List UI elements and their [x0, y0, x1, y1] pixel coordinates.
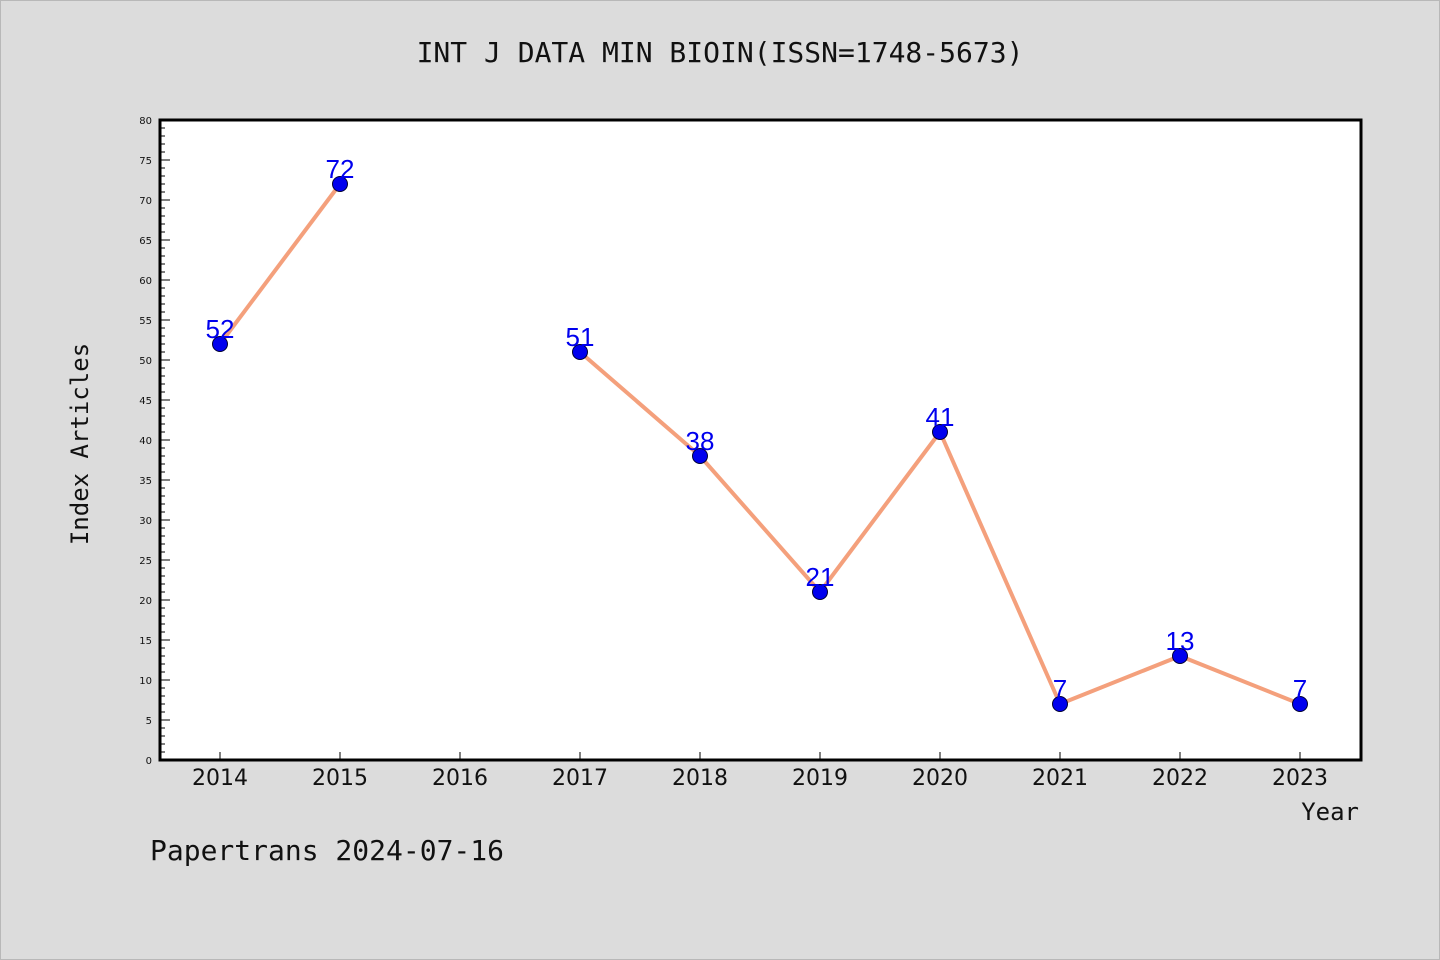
- data-label: 51: [566, 322, 595, 352]
- x-tick-label: 2023: [1272, 766, 1328, 791]
- data-point: [332, 176, 348, 192]
- data-label: 7: [1293, 674, 1307, 704]
- x-tick-label: 2015: [312, 766, 368, 791]
- y-tick-label: 30: [139, 516, 152, 527]
- plot-area: [158, 118, 1363, 762]
- y-tick-label: 0: [146, 756, 152, 767]
- y-tick-label: 45: [139, 396, 152, 407]
- x-tick-label: 2021: [1032, 766, 1088, 791]
- y-tick-label: 5: [146, 716, 152, 727]
- x-tick-label: 2018: [672, 766, 728, 791]
- x-tick-label: 2019: [792, 766, 848, 791]
- x-tick-label: 2017: [552, 766, 608, 791]
- y-tick-label: 20: [139, 596, 152, 607]
- y-tick-label: 65: [139, 236, 152, 247]
- data-label: 72: [326, 154, 355, 184]
- data-label: 13: [1166, 626, 1195, 656]
- y-axis: 0 5 10 15 20 25 30 35 40 45 50 55 60 65 70 75 80: [139, 116, 170, 767]
- data-label: 38: [686, 426, 715, 456]
- y-tick-label: 80: [139, 116, 152, 127]
- y-tick-label: 35: [139, 476, 152, 487]
- data-point: [1052, 696, 1068, 712]
- y-axis-label: Index Articles: [66, 343, 94, 545]
- data-point: [1172, 648, 1188, 664]
- y-tick-label: 70: [139, 196, 152, 207]
- x-axis-label: Year: [1301, 798, 1359, 826]
- data-point: [1292, 696, 1308, 712]
- y-tick-label: 25: [139, 556, 152, 567]
- footer-stamp: Papertrans 2024-07-16: [150, 834, 505, 867]
- y-tick-label: 15: [139, 636, 152, 647]
- y-tick-label: 10: [139, 676, 152, 687]
- x-tick-label: 2020: [912, 766, 968, 791]
- series-layer: 52 72 51 38 21 41 7 13 7: [206, 154, 1308, 712]
- data-point: [812, 584, 828, 600]
- series-line: [218, 182, 342, 346]
- x-tick-label: 2022: [1152, 766, 1208, 791]
- data-point: [692, 448, 708, 464]
- y-tick-label: 40: [139, 436, 152, 447]
- y-tick-label: 50: [139, 356, 152, 367]
- data-label: 52: [206, 314, 235, 344]
- data-point: [212, 336, 228, 352]
- chart-title: INT J DATA MIN BIOIN(ISSN=1748-5673): [416, 36, 1024, 69]
- y-tick-label: 75: [139, 156, 152, 167]
- data-point: [572, 344, 588, 360]
- y-tick-label: 55: [139, 316, 152, 327]
- x-axis: 2014 2015 2016 2017 2018 2019 2020 2021 2022 2023: [192, 752, 1328, 791]
- data-point: [932, 424, 948, 440]
- x-tick-label: 2016: [432, 766, 488, 791]
- y-tick-label: 60: [139, 276, 152, 287]
- data-label: 21: [806, 562, 835, 592]
- data-label: 41: [926, 402, 955, 432]
- x-tick-label: 2014: [192, 766, 248, 791]
- data-label: 7: [1053, 674, 1067, 704]
